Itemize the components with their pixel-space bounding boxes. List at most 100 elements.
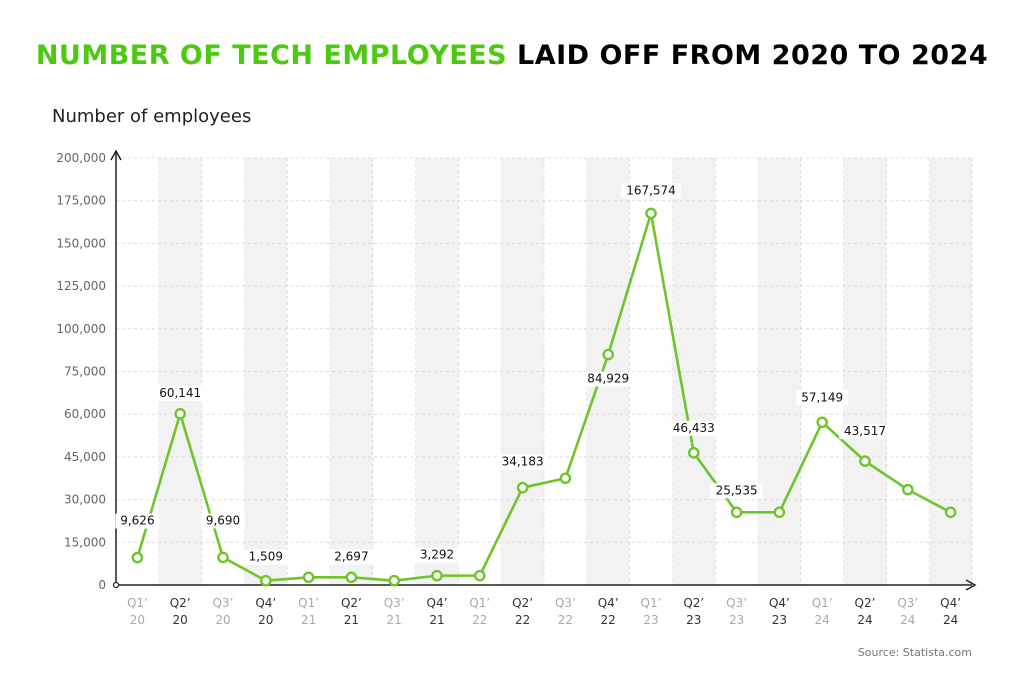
data-label: 9,626 [120, 514, 154, 528]
x-tick-year: 20 [130, 613, 145, 627]
x-tick-quarter: Q2’ [170, 596, 191, 610]
x-tick-year: 20 [173, 613, 188, 627]
y-tick-label: 125,000 [56, 279, 106, 293]
x-tick-year: 21 [301, 613, 316, 627]
data-point [302, 571, 315, 584]
x-tick-quarter: Q4’ [769, 596, 790, 610]
x-tick-year: 20 [258, 613, 273, 627]
data-label: 34,183 [502, 455, 544, 469]
data-label-bg [710, 483, 763, 499]
x-tick-year: 23 [729, 613, 744, 627]
y-tick-label: 150,000 [56, 236, 106, 250]
data-point [859, 455, 871, 467]
y-tick-label: 175,000 [56, 194, 106, 208]
x-tick-year: 21 [429, 613, 444, 627]
x-tick-year: 24 [815, 613, 830, 627]
data-label-bg [329, 549, 374, 565]
data-point [473, 569, 486, 582]
x-tick-quarter: Q3’ [897, 596, 918, 610]
x-axis-arrow [965, 579, 977, 591]
data-label-bg [115, 513, 160, 529]
x-tick-quarter: Q3’ [555, 596, 576, 610]
y-tick-label: 15,000 [64, 535, 106, 549]
data-label: 3,292 [420, 548, 454, 562]
x-tick-quarter: Q3’ [384, 596, 405, 610]
x-tick-quarter: Q1’ [641, 596, 662, 610]
data-label: 25,535 [716, 483, 758, 497]
x-tick-year: 24 [857, 613, 872, 627]
data-label-bg [582, 371, 634, 387]
data-point [602, 348, 615, 361]
data-label-bg [243, 549, 288, 565]
data-point [902, 483, 914, 496]
y-tick-label: 0 [98, 578, 106, 592]
x-tick-year: 23 [686, 613, 701, 627]
x-tick-year: 22 [558, 613, 573, 627]
data-labels: 9,626 60,141 9,690 1,509 2,697 3,292 34,183 84,… [115, 183, 891, 565]
x-tick-quarter: Q2’ [512, 596, 533, 610]
data-label-bg [796, 390, 848, 406]
data-label: 46,433 [673, 421, 715, 435]
data-label: 2,697 [334, 549, 368, 563]
y-axis-label: Number of employees [52, 106, 252, 127]
data-label-bg [621, 183, 681, 199]
data-label-bg [201, 513, 245, 529]
y-tick-label: 100,000 [56, 322, 106, 336]
x-tick-quarter: Q1’ [469, 596, 490, 610]
column-bands [158, 158, 973, 585]
x-tick-year: 23 [772, 613, 787, 627]
data-point [345, 571, 358, 584]
data-label: 167,574 [626, 183, 676, 197]
x-tick-year: 20 [215, 613, 230, 627]
data-label-bg [839, 424, 891, 440]
x-tick-year: 23 [643, 613, 658, 627]
data-label-bg [415, 547, 459, 563]
data-point [730, 506, 743, 519]
data-point [259, 574, 272, 587]
x-tick-year: 24 [900, 613, 915, 627]
series-line [131, 207, 957, 587]
x-tick-year: 21 [344, 613, 359, 627]
x-tick-quarter: Q1’ [298, 596, 319, 610]
data-label: 1,509 [249, 550, 283, 564]
data-point [174, 407, 186, 420]
data-point [559, 472, 572, 485]
data-point [816, 416, 829, 429]
data-point [944, 506, 957, 519]
data-point [645, 207, 657, 220]
data-point [516, 481, 529, 494]
x-tick-quarter: Q4’ [255, 596, 276, 610]
axis-origin [112, 581, 120, 589]
data-point [388, 574, 401, 587]
y-axis-arrow [110, 149, 122, 161]
x-tick-quarter: Q4’ [598, 596, 619, 610]
data-point [217, 551, 229, 564]
x-tick-quarter: Q2’ [855, 596, 876, 610]
data-label-bg [496, 454, 549, 470]
source-note: Source: Statista.com [857, 646, 972, 659]
x-tick-year: 24 [943, 613, 958, 627]
data-label: 60,141 [159, 386, 201, 400]
x-tick-year: 22 [601, 613, 616, 627]
x-tick-quarter: Q2’ [683, 596, 704, 610]
x-tick-quarter: Q4’ [940, 596, 961, 610]
data-label: 9,690 [206, 513, 240, 527]
series-path [136, 212, 952, 583]
y-tick-labels: 0 15,000 30,000 45,000 60,000 75,000 100,000 12… [56, 151, 106, 592]
data-label-bg [668, 420, 720, 436]
chart-title-rest: LAID OFF FROM 2020 TO 2024 [507, 40, 989, 71]
y-tick-label: 45,000 [64, 450, 106, 464]
x-tick-quarter: Q1’ [127, 596, 148, 610]
data-point [773, 506, 786, 519]
data-point [688, 447, 700, 459]
data-label: 57,149 [801, 390, 843, 404]
data-label-bg [154, 385, 206, 401]
y-tick-label: 30,000 [64, 493, 106, 507]
x-tick-quarter: Q4’ [427, 596, 448, 610]
axes [110, 149, 977, 591]
data-point [431, 569, 443, 582]
chart-title: NUMBER OF TECH EMPLOYEES LAID OFF FROM 2… [0, 40, 1024, 71]
data-label: 43,517 [844, 424, 886, 438]
x-tick-quarter: Q3’ [726, 596, 747, 610]
